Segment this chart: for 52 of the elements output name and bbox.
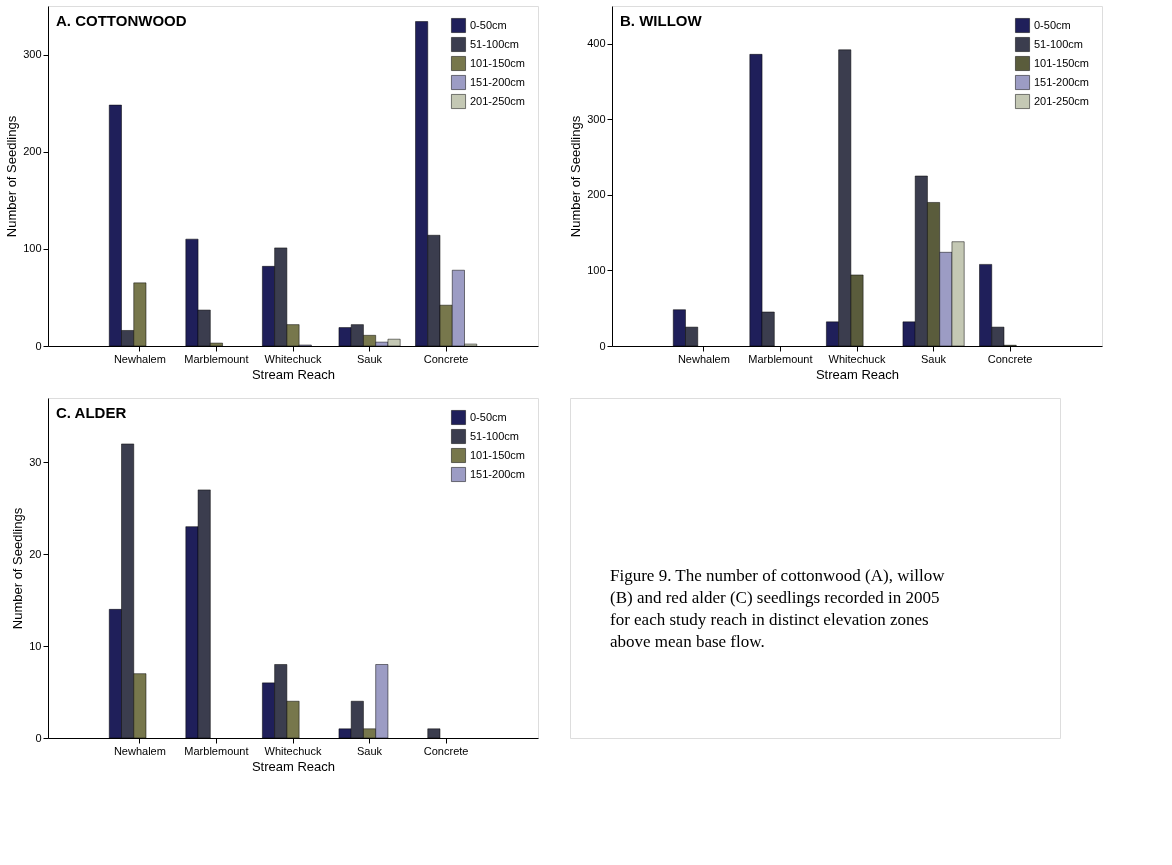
x-tick-label: Sauk [357,744,383,757]
y-tick-label: 100 [587,263,606,276]
y-axis-title: Number of Seedlings [4,115,20,238]
legend-label: 201-250cm [1034,94,1090,107]
legend-label: 51-100cm [1034,37,1083,50]
y-tick-label: 300 [23,48,42,61]
y-tick-label: 10 [29,639,42,652]
x-axis-title: Stream Reach [251,758,336,774]
x-tick-label: Newhalem [677,352,730,365]
x-tick-label: Concrete [423,744,469,757]
legend-label: 101-150cm [470,56,526,69]
y-tick-label: 200 [587,188,606,201]
x-axis-title: Stream Reach [251,366,336,382]
x-tick-label: Marblemount [184,352,249,365]
legend-label: 151-200cm [1034,75,1090,88]
y-axis-title: Number of Seedlings [10,507,26,630]
y-tick-label: 0 [35,339,42,352]
y-tick-label: 30 [29,455,42,468]
chart-title: A. COTTONWOOD [56,12,187,29]
legend-label: 0-50cm [1034,18,1071,31]
x-tick-label: Marblemount [748,352,813,365]
y-tick-label: 0 [599,339,606,352]
y-axis-title: Number of Seedlings [568,115,584,238]
y-tick-label: 200 [23,145,42,158]
legend-label: 101-150cm [470,448,526,461]
x-tick-label: Newhalem [113,744,166,757]
chart-title: C. ALDER [56,404,127,421]
x-tick-label: Marblemount [184,744,249,757]
x-tick-label: Whitechuck [264,352,322,365]
legend-label: 51-100cm [470,429,519,442]
legend-label: 101-150cm [1034,56,1090,69]
x-tick-label: Sauk [921,352,947,365]
legend-label: 151-200cm [470,467,526,480]
caption: Figure 9. The number of cottonwood (A), willow (B) and red alder (C) seedlings recorded in 2005 for each study reach in distinct elevation zones above mean base flow. [610,566,946,651]
legend-label: 51-100cm [470,37,519,50]
y-tick-label: 100 [23,242,42,255]
x-tick-label: Newhalem [113,352,166,365]
x-tick-label: Concrete [423,352,469,365]
x-axis-title: Stream Reach [815,366,900,382]
legend-label: 0-50cm [470,410,507,423]
x-tick-label: Sauk [357,352,383,365]
y-tick-label: 20 [29,547,42,560]
legend-label: 151-200cm [470,75,526,88]
x-tick-label: Whitechuck [264,744,322,757]
x-tick-label: Concrete [987,352,1033,365]
legend-label: 201-250cm [470,94,526,107]
x-tick-label: Whitechuck [828,352,886,365]
legend-label: 0-50cm [470,18,507,31]
y-tick-label: 400 [587,37,606,50]
y-tick-label: 300 [587,112,606,125]
y-tick-label: 0 [35,731,42,744]
chart-title: B. WILLOW [620,12,703,29]
